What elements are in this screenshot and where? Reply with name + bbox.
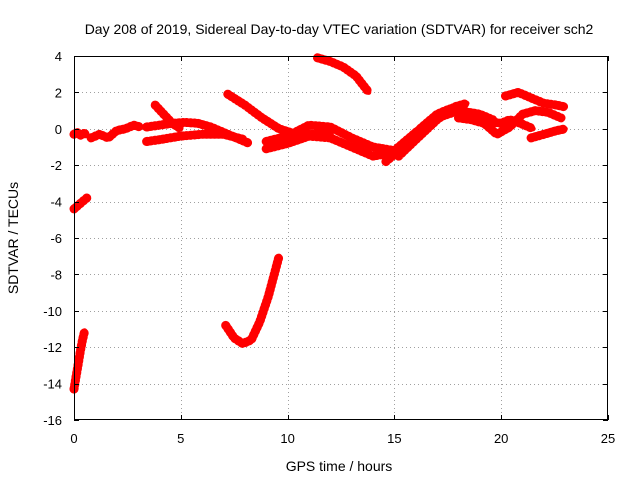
series-arc-10-markers xyxy=(261,120,399,156)
series-arc-3-markers xyxy=(69,326,90,394)
series-arc-15-markers xyxy=(454,106,566,139)
y-tick-label: -4 xyxy=(50,195,62,210)
grid-lines xyxy=(74,56,608,420)
y-tick-label: 4 xyxy=(55,49,62,64)
series-arc-11-markers xyxy=(313,53,374,97)
series-arc-17-markers xyxy=(526,124,570,143)
x-tick-label: 0 xyxy=(70,431,77,446)
x-axis-label: GPS time / hours xyxy=(286,458,393,474)
series-arc-7-markers xyxy=(150,100,186,134)
series-arc-6-markers xyxy=(142,129,250,146)
x-tick-labels: 0 5 10 15 20 25 xyxy=(70,431,615,446)
data-series xyxy=(69,53,570,394)
y-tick-label: 2 xyxy=(55,85,62,100)
y-tick-label: 0 xyxy=(55,122,62,137)
axis-ticks xyxy=(74,56,609,421)
y-tick-label: -2 xyxy=(50,158,62,173)
y-tick-label: -6 xyxy=(50,231,62,246)
y-tick-labels: -16 -14 -12 -10 -8 -6 -4 -2 0 2 4 xyxy=(43,49,62,428)
x-tick-label: 10 xyxy=(280,431,294,446)
x-tick-label: 5 xyxy=(177,431,184,446)
x-tick-label: 15 xyxy=(387,431,401,446)
y-tick-label: -14 xyxy=(43,377,62,392)
series-arc-18-markers xyxy=(221,251,284,349)
chart-title: Day 208 of 2019, Sidereal Day-to-day VTE… xyxy=(85,21,594,37)
y-tick-label: -10 xyxy=(43,304,62,319)
x-tick-label: 20 xyxy=(494,431,508,446)
series-arc-2-markers xyxy=(69,193,92,214)
y-tick-label: -16 xyxy=(43,413,62,428)
series-arc-14-markers xyxy=(389,106,498,156)
x-tick-label: 25 xyxy=(601,431,615,446)
y-tick-label: -8 xyxy=(50,267,62,282)
y-tick-label: -12 xyxy=(43,340,62,355)
y-axis-label: SDTVAR / TECUs xyxy=(5,182,21,294)
series-arc-4-markers xyxy=(86,120,145,143)
series-arc-1-markers xyxy=(69,127,92,140)
series-arc-16-markers xyxy=(501,87,570,112)
